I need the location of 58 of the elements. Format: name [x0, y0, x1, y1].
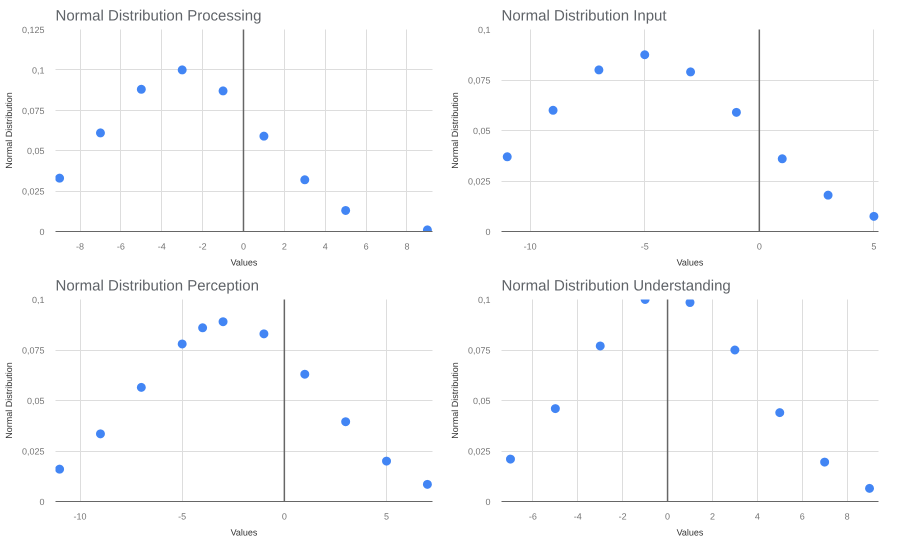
y-tick-label: 0,05 — [472, 396, 491, 406]
x-tick-label: -2 — [618, 512, 627, 522]
x-axis-title: Values — [230, 258, 258, 268]
x-tick-label: 0 — [282, 512, 287, 522]
y-tick-label: 0 — [485, 227, 491, 237]
y-tick-label: 0,05 — [26, 146, 45, 156]
y-tick-label: 0,025 — [468, 176, 491, 186]
y-tick-label: 0,125 — [22, 25, 45, 35]
x-tick-label: 4 — [322, 242, 328, 252]
x-tick-label: -4 — [574, 512, 582, 522]
x-axis-title: Values — [230, 528, 258, 538]
x-tick-label: 8 — [844, 512, 850, 522]
y-tick-label: 0,075 — [22, 346, 45, 356]
x-axis-title: Values — [676, 528, 704, 538]
x-tick-label: -5 — [178, 512, 186, 522]
y-tick-label: 0,1 — [32, 65, 45, 76]
y-tick-label: 0 — [39, 497, 45, 507]
chart-title: Normal Distribution Perception — [56, 278, 259, 294]
chart-title: Normal Distribution Input — [502, 8, 668, 24]
y-tick-label: 0,075 — [22, 106, 45, 116]
x-tick-label: 6 — [800, 512, 805, 522]
y-tick-label: 0,025 — [468, 446, 491, 456]
x-tick-label: 2 — [710, 512, 715, 522]
x-tick-label: -8 — [76, 242, 84, 252]
y-tick-label: 0,1 — [32, 295, 45, 305]
x-tick-label: -10 — [524, 242, 537, 252]
y-tick-label: 0,075 — [468, 346, 491, 356]
x-tick-label: 8 — [404, 242, 410, 252]
y-tick-label: 0,075 — [468, 76, 491, 86]
x-tick-label: -6 — [116, 242, 125, 252]
y-tick-label: 0,05 — [472, 126, 491, 136]
y-tick-label: 0 — [39, 227, 45, 237]
chart-title: Normal Distribution Processing — [56, 8, 262, 24]
y-tick-label: 0,05 — [26, 396, 45, 406]
x-tick-label: 0 — [756, 242, 762, 252]
y-axis-title: Normal Distribution — [4, 362, 14, 439]
x-tick-label: 0 — [240, 242, 246, 252]
x-tick-label: -2 — [198, 242, 207, 252]
x-tick-label: -6 — [528, 512, 537, 522]
x-tick-label: -4 — [158, 242, 166, 252]
y-axis-title: Normal Distribution — [4, 92, 14, 169]
x-axis-title: Values — [676, 258, 704, 268]
x-tick-label: 4 — [754, 512, 760, 522]
y-tick-label: 0,1 — [478, 25, 491, 35]
y-axis-title: Normal Distribution — [450, 362, 460, 439]
x-tick-label: 5 — [384, 512, 390, 522]
y-tick-label: 0,025 — [22, 186, 45, 197]
x-tick-label: 5 — [871, 242, 876, 252]
y-tick-label: 0,1 — [478, 295, 491, 305]
y-tick-label: 0 — [485, 497, 491, 507]
x-tick-label: 6 — [364, 242, 369, 252]
chart-title: Normal Distribution Understanding — [502, 278, 731, 294]
x-tick-label: -5 — [640, 242, 649, 252]
x-tick-label: 2 — [282, 242, 287, 252]
x-tick-label: -10 — [74, 512, 87, 522]
y-axis-title: Normal Distribution — [450, 92, 460, 169]
x-tick-label: 0 — [665, 512, 670, 522]
y-tick-label: 0,025 — [22, 446, 45, 456]
